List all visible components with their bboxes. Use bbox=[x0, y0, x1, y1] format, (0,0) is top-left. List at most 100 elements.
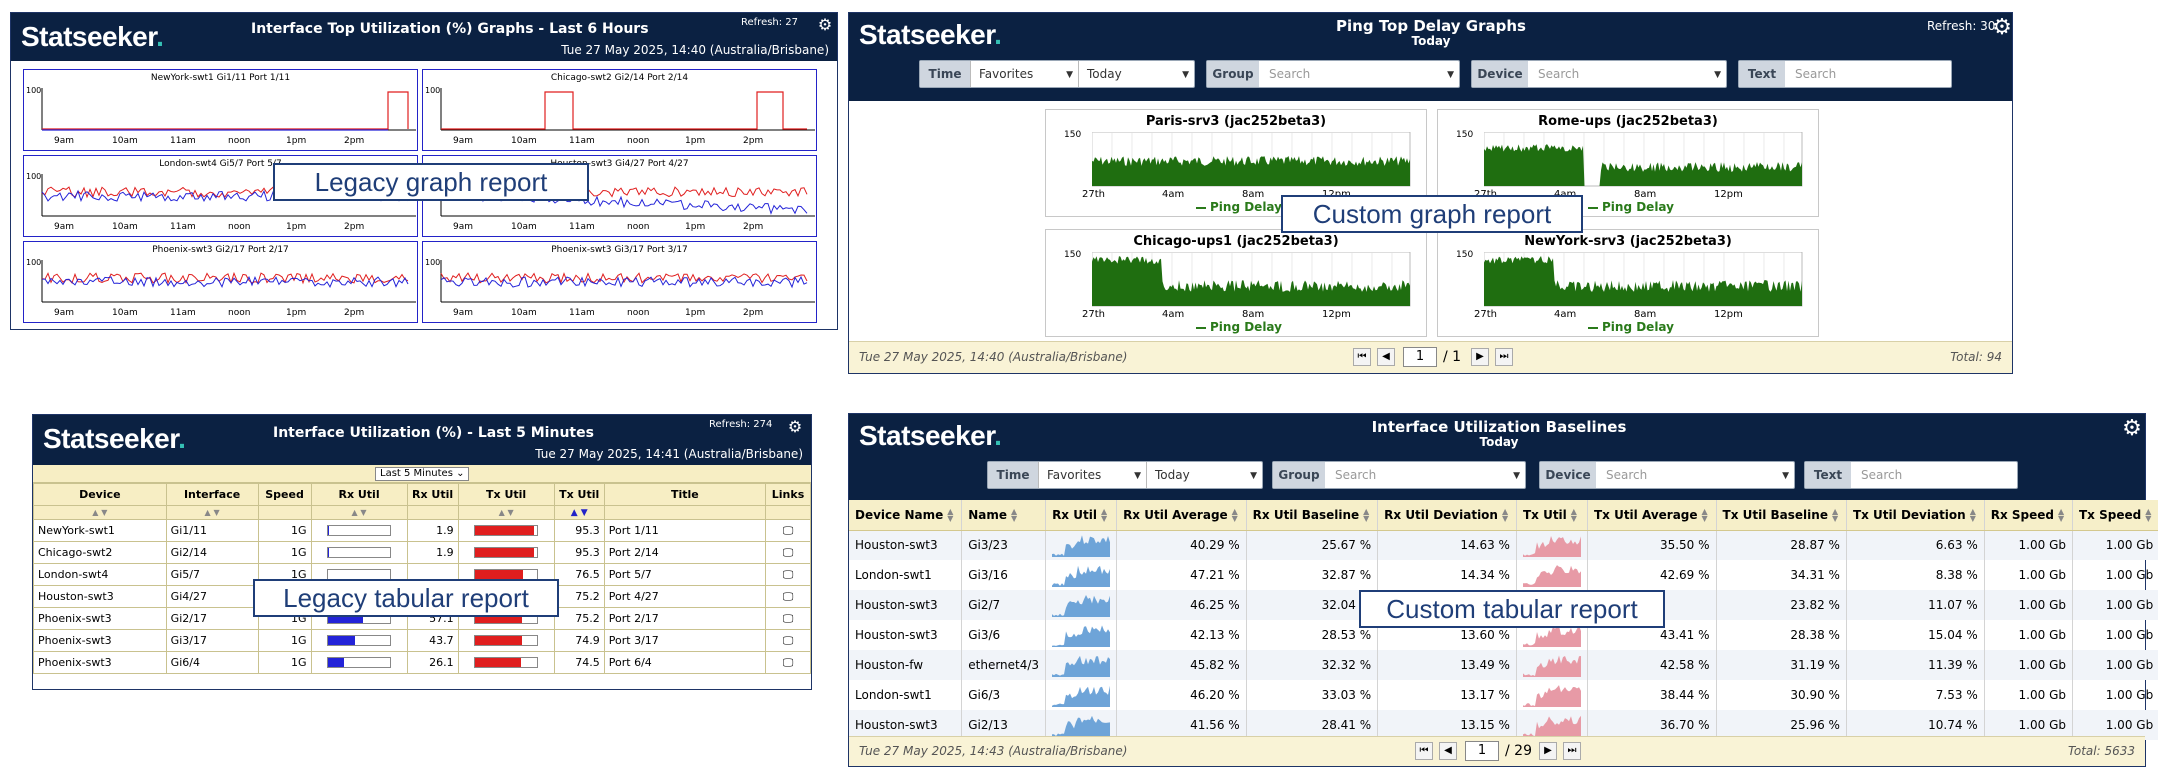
graph-cell[interactable]: NewYork-swt1 Gi1/11 Port 1/11 100 9am 10am 1… bbox=[23, 69, 418, 151]
x-tick-label: 1pm bbox=[685, 136, 706, 146]
prev-page-button[interactable]: ◀ bbox=[1377, 348, 1395, 366]
column-header[interactable]: Rx Util Average ▲ ▼ bbox=[1116, 500, 1247, 531]
sort-icon: ▲ ▼ bbox=[1570, 507, 1577, 523]
time-range-select[interactable]: Today ▼ bbox=[1146, 462, 1262, 488]
sparkline bbox=[1522, 535, 1581, 557]
link-icon[interactable]: 🖵 bbox=[765, 541, 811, 564]
link-icon[interactable]: 🖵 bbox=[765, 607, 811, 630]
column-header[interactable]: Tx Util Deviation ▲ ▼ bbox=[1846, 500, 1985, 531]
column-header[interactable]: Rx Util ▲ ▼ bbox=[1045, 500, 1118, 531]
table-row[interactable]: Houston-swt3 Gi3/23 40.29 % 25.67 % 14.63 % 3… bbox=[849, 530, 2158, 560]
next-page-button[interactable]: ▶ bbox=[1471, 348, 1489, 366]
page-number-input[interactable]: 1 bbox=[1403, 347, 1437, 367]
column-header[interactable]: Speed bbox=[257, 483, 312, 506]
link-icon[interactable]: 🖵 bbox=[765, 585, 811, 608]
table-row[interactable]: London-swt1 Gi3/16 47.21 % 32.87 % 14.34 % 42… bbox=[849, 560, 2158, 590]
footer-date: Tue 27 May 2025, 14:40 (Australia/Brisba… bbox=[859, 350, 1128, 364]
device-search-input[interactable]: Search ▼ bbox=[1538, 67, 1721, 81]
time-range-select[interactable]: Today ▼ bbox=[1078, 61, 1194, 87]
gear-icon[interactable]: ⚙ bbox=[1992, 15, 2012, 40]
speed-cell: 1G bbox=[257, 541, 312, 564]
rx-bar-fill bbox=[328, 526, 330, 535]
y-axis-max: 100 bbox=[26, 86, 42, 95]
x-tick-label: 2pm bbox=[344, 222, 365, 232]
table-row[interactable]: NewYork-swt1 Gi1/11 1G 1.9 95.3 Port 1/11 🖵 bbox=[33, 519, 811, 542]
tx-bar-fill bbox=[475, 636, 522, 645]
time-favorites-select[interactable]: Favorites ▼ bbox=[1038, 462, 1146, 488]
next-page-button[interactable]: ▶ bbox=[1539, 742, 1557, 760]
title-cell: Port 2/14 bbox=[603, 541, 767, 564]
column-header[interactable]: Rx Util Deviation ▲ ▼ bbox=[1377, 500, 1517, 531]
table-row[interactable]: Chicago-swt2 Gi2/14 1G 1.9 95.3 Port 2/14 🖵 bbox=[33, 541, 811, 564]
page-number-input[interactable]: 1 bbox=[1465, 741, 1499, 761]
group-search-input[interactable]: Search ▼ bbox=[1269, 67, 1454, 81]
tx-avg-cell: 38.44 % bbox=[1587, 680, 1717, 710]
column-header[interactable]: Rx Util bbox=[310, 483, 408, 506]
tx-bar-fill bbox=[475, 526, 535, 535]
column-header[interactable]: Tx Speed ▲ ▼ bbox=[2072, 500, 2158, 531]
last-page-button[interactable]: ⏭ bbox=[1563, 742, 1581, 760]
column-header[interactable]: Title bbox=[603, 483, 767, 506]
table-row[interactable]: London-swt1 Gi6/3 46.20 % 33.03 % 13.17 % 38.… bbox=[849, 680, 2158, 710]
column-header[interactable]: Device Name ▲ ▼ bbox=[849, 500, 963, 531]
gear-icon[interactable]: ⚙ bbox=[787, 417, 803, 436]
column-header[interactable]: Tx Util Baseline ▲ ▼ bbox=[1716, 500, 1847, 531]
last-page-button[interactable]: ⏭ bbox=[1495, 348, 1513, 366]
column-header[interactable]: Rx Util bbox=[406, 483, 459, 506]
device-name-cell: London-swt1 bbox=[849, 560, 963, 590]
column-header[interactable]: Tx Util ▲ ▼ bbox=[1516, 500, 1588, 531]
column-header[interactable]: Links bbox=[765, 483, 811, 506]
table-row[interactable]: Houston-fw ethernet4/3 45.82 % 32.32 % 13.49… bbox=[849, 650, 2158, 680]
rx-util-bar bbox=[310, 519, 408, 542]
table-row[interactable]: Phoenix-swt3 Gi6/4 1G 26.1 74.5 Port 6/4 🖵 bbox=[33, 651, 811, 674]
rx-util-value: 1.9 bbox=[406, 541, 459, 564]
text-search-input[interactable]: Search bbox=[1861, 468, 1903, 482]
column-header[interactable]: Tx Util bbox=[457, 483, 555, 506]
x-tick-label: 8am bbox=[1634, 189, 1657, 200]
ping-graph-card[interactable]: NewYork-srv3 (jac252beta3) 150 27th 4am 8am 1… bbox=[1437, 229, 1819, 337]
text-search-input[interactable]: Search bbox=[1795, 67, 1837, 81]
graph-cell[interactable]: Phoenix-swt3 Gi3/17 Port 3/17 100 9am 10am 1… bbox=[422, 241, 817, 323]
graph-cell[interactable]: Phoenix-swt3 Gi2/17 Port 2/17 100 9am 10am 1… bbox=[23, 241, 418, 323]
column-header[interactable]: Rx Speed ▲ ▼ bbox=[1984, 500, 2073, 531]
tx-util-value: 95.3 bbox=[553, 541, 605, 564]
x-tick-label: 9am bbox=[54, 308, 75, 318]
column-header[interactable]: Tx Util bbox=[553, 483, 605, 506]
prev-page-button[interactable]: ◀ bbox=[1439, 742, 1457, 760]
graph-title: Phoenix-swt3 Gi2/17 Port 2/17 bbox=[152, 245, 289, 255]
column-header[interactable]: Device bbox=[33, 483, 167, 506]
column-header[interactable]: Interface bbox=[165, 483, 259, 506]
first-page-button[interactable]: ⏮ bbox=[1415, 742, 1433, 760]
gear-icon[interactable]: ⚙ bbox=[817, 15, 833, 34]
link-icon[interactable]: 🖵 bbox=[765, 519, 811, 542]
legacy-table-overlay-label: Legacy tabular report bbox=[253, 579, 559, 617]
interface-cell: Gi4/27 bbox=[165, 585, 259, 608]
column-header[interactable]: Tx Util Average ▲ ▼ bbox=[1587, 500, 1717, 531]
table-row[interactable]: Houston-swt3 Gi3/6 42.13 % 28.53 % 13.60 % 43… bbox=[849, 620, 2158, 650]
group-search-input[interactable]: Search ▼ bbox=[1335, 468, 1520, 482]
link-icon[interactable]: 🖵 bbox=[765, 651, 811, 674]
x-tick-label: 1pm bbox=[685, 222, 706, 232]
link-icon[interactable]: 🖵 bbox=[765, 563, 811, 586]
table-row[interactable]: Phoenix-swt3 Gi3/17 1G 43.7 74.9 Port 3/17 🖵 bbox=[33, 629, 811, 652]
time-favorites-select[interactable]: Favorites ▼ bbox=[970, 61, 1078, 87]
chevron-down-icon: ▼ bbox=[1066, 70, 1073, 80]
device-search-input[interactable]: Search ▼ bbox=[1606, 468, 1789, 482]
gear-icon[interactable]: ⚙ bbox=[2122, 416, 2142, 441]
column-header[interactable]: Name ▲ ▼ bbox=[961, 500, 1047, 531]
custom-data-table: Device Name ▲ ▼ Name ▲ ▼ Rx Util ▲ ▼ Rx Util Aver… bbox=[849, 500, 2158, 740]
period-select[interactable]: Last 5 Minutes ⌄ bbox=[375, 467, 470, 481]
link-icon[interactable]: 🖵 bbox=[765, 629, 811, 652]
ping-graph-card[interactable]: Paris-srv3 (jac252beta3) 150 27th 4am 8am 12p… bbox=[1045, 109, 1427, 217]
ping-graph-card[interactable]: Chicago-ups1 (jac252beta3) 150 27th 4am 8am 1… bbox=[1045, 229, 1427, 337]
graph-cell[interactable]: Chicago-swt2 Gi2/14 Port 2/14 100 9am 10am 1… bbox=[422, 69, 817, 151]
table-row[interactable]: Houston-swt3 Gi2/13 41.56 % 28.41 % 13.15 % 3… bbox=[849, 710, 2158, 740]
utilization-plot bbox=[41, 260, 416, 303]
x-tick-label: 10am bbox=[511, 308, 537, 318]
first-page-button[interactable]: ⏮ bbox=[1353, 348, 1371, 366]
tx-avg-cell: 36.70 % bbox=[1587, 710, 1717, 740]
y-axis-max: 150 bbox=[1064, 250, 1082, 260]
ping-graph-card[interactable]: Rome-ups (jac252beta3) 150 27th 4am 8am 12pm P… bbox=[1437, 109, 1819, 217]
legend-label: Ping Delay bbox=[1602, 320, 1674, 334]
column-header[interactable]: Rx Util Baseline ▲ ▼ bbox=[1246, 500, 1379, 531]
